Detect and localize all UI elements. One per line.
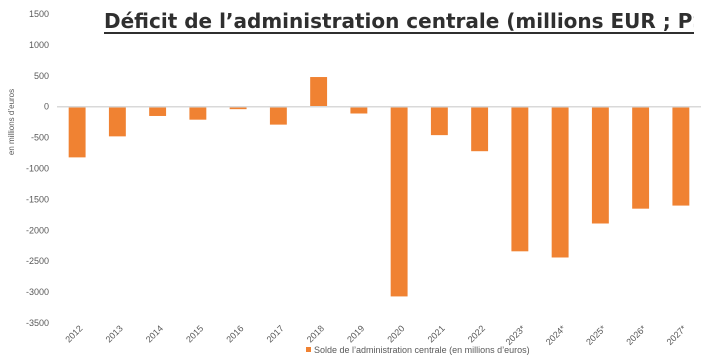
y-tick-label: -500 — [31, 133, 49, 143]
legend: Solde de l’administration centrale (en m… — [306, 345, 530, 355]
bar — [511, 106, 529, 252]
x-tick-label: 2014 — [144, 323, 165, 344]
x-axis-ticks: 2012 2013 2014 2015 2016 2017 2018 2019 2020 2021… — [63, 323, 688, 347]
x-tick-label: 2013 — [104, 323, 125, 344]
legend-swatch — [306, 347, 311, 352]
bar — [430, 106, 448, 136]
x-tick-label: 2027* — [665, 323, 689, 347]
y-tick-label: -1500 — [26, 194, 49, 204]
bar — [269, 106, 287, 125]
bars-group — [68, 77, 690, 297]
y-tick-label: -3000 — [26, 287, 49, 297]
bar — [672, 106, 690, 206]
x-tick-label: 2022 — [466, 323, 487, 344]
x-tick-label: 2024* — [544, 323, 568, 347]
y-axis-label: en millions d’euros — [7, 89, 16, 155]
x-tick-label: 2016 — [224, 323, 245, 344]
bar — [591, 106, 609, 224]
bar — [149, 106, 167, 116]
chart-title: Déficit de l’administration centrale (mi… — [104, 9, 694, 33]
x-tick-label: 2017 — [265, 323, 286, 344]
y-axis-ticks: 1500 1000 500 0 -500 -1000 -1500 -2000 -2500 -300… — [26, 9, 49, 328]
legend-label: Solde de l’administration centrale (en m… — [314, 345, 530, 355]
y-tick-label: 1500 — [29, 9, 49, 19]
x-tick-label: 2015 — [184, 323, 205, 344]
bar — [229, 106, 247, 110]
x-tick-label: 2023* — [504, 323, 528, 347]
bar — [108, 106, 126, 137]
y-tick-label: -1000 — [26, 164, 49, 174]
x-tick-label: 2026* — [624, 323, 648, 347]
bar — [310, 77, 328, 107]
x-tick-label: 2019 — [345, 323, 366, 344]
bar — [68, 106, 86, 158]
x-tick-label: 2020 — [385, 323, 406, 344]
bar — [189, 106, 207, 120]
bar — [471, 106, 489, 152]
y-tick-label: -2000 — [26, 225, 49, 235]
bar — [632, 106, 650, 209]
y-tick-label: 1000 — [29, 40, 49, 50]
bar — [350, 106, 368, 114]
x-tick-label: 2021 — [426, 323, 447, 344]
y-tick-label: -2500 — [26, 256, 49, 266]
x-tick-label: 2025* — [584, 323, 608, 347]
x-tick-label: 2018 — [305, 323, 326, 344]
bar — [390, 106, 408, 297]
x-tick-label: 2012 — [63, 323, 84, 344]
y-tick-label: 500 — [34, 71, 49, 81]
bar — [551, 106, 569, 258]
y-tick-label: 0 — [44, 102, 49, 112]
y-tick-label: -3500 — [26, 318, 49, 328]
